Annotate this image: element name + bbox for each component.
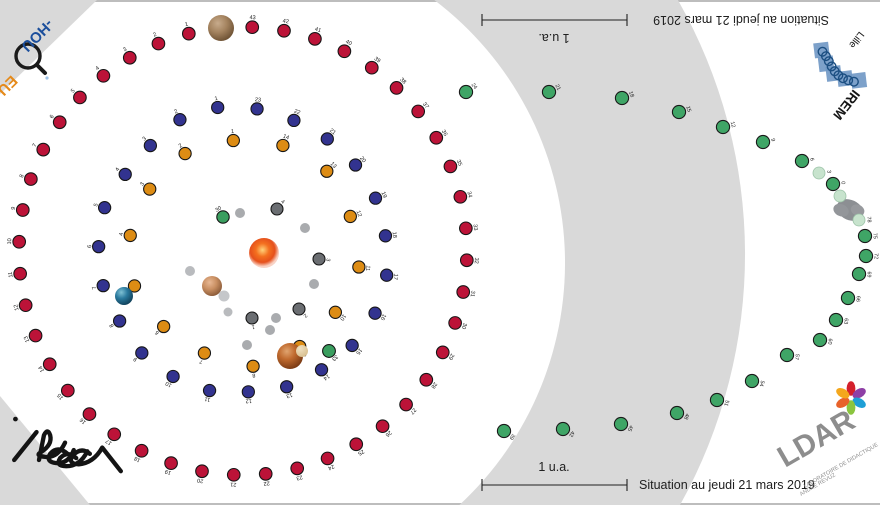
- svg-text:3: 3: [825, 170, 831, 174]
- svg-text:1 u.a.: 1 u.a.: [538, 460, 569, 474]
- svg-text:1: 1: [214, 96, 218, 102]
- svg-text:6: 6: [87, 245, 93, 248]
- svg-text:Lille: Lille: [846, 29, 866, 50]
- svg-text:9: 9: [11, 206, 17, 210]
- svg-text:32: 32: [473, 257, 479, 263]
- svg-text:11: 11: [364, 265, 371, 272]
- svg-text:22: 22: [263, 480, 270, 487]
- svg-text:21: 21: [230, 481, 236, 487]
- svg-text:8: 8: [252, 372, 256, 378]
- svg-text:69: 69: [865, 271, 871, 277]
- svg-text:66: 66: [854, 296, 860, 302]
- svg-text:9: 9: [769, 138, 775, 142]
- svg-text:5: 5: [93, 203, 100, 208]
- svg-text:7: 7: [32, 143, 39, 149]
- svg-text:Situation au jeudi 21 mars 201: Situation au jeudi 21 mars 2019: [639, 478, 815, 492]
- svg-text:18: 18: [391, 231, 398, 238]
- svg-text:6: 6: [808, 158, 814, 162]
- svg-text:75: 75: [872, 233, 878, 239]
- svg-text:12: 12: [245, 397, 251, 403]
- svg-text:8: 8: [19, 174, 26, 179]
- svg-text:1: 1: [251, 323, 255, 329]
- svg-text:20: 20: [197, 477, 204, 484]
- svg-text:3: 3: [324, 258, 330, 262]
- svg-text:10: 10: [7, 238, 13, 244]
- svg-text:72: 72: [873, 253, 879, 259]
- svg-text:31: 31: [469, 290, 476, 297]
- svg-text:11: 11: [8, 271, 15, 277]
- svg-text:4: 4: [119, 232, 125, 236]
- svg-text:7: 7: [92, 285, 99, 289]
- svg-text:IREM: IREM: [830, 87, 863, 123]
- svg-text:Situation au jeudi 21 mars 201: Situation au jeudi 21 mars 2019: [653, 13, 829, 27]
- svg-text:7: 7: [199, 358, 204, 365]
- svg-text:2: 2: [152, 32, 157, 39]
- svg-text:60: 60: [826, 338, 833, 345]
- svg-text:78: 78: [865, 216, 871, 222]
- svg-text:0: 0: [839, 181, 845, 185]
- svg-text:2: 2: [174, 109, 179, 116]
- svg-text:43: 43: [249, 15, 255, 21]
- svg-text:42: 42: [282, 18, 289, 25]
- svg-text:33: 33: [472, 224, 479, 231]
- svg-text:23: 23: [255, 97, 262, 104]
- svg-text:1: 1: [184, 22, 188, 29]
- svg-text:17: 17: [392, 273, 399, 280]
- svg-text:63: 63: [842, 318, 849, 325]
- svg-text:57: 57: [793, 353, 800, 360]
- svg-text:1: 1: [231, 129, 235, 135]
- svg-text:1 u.a.: 1 u.a.: [538, 31, 569, 45]
